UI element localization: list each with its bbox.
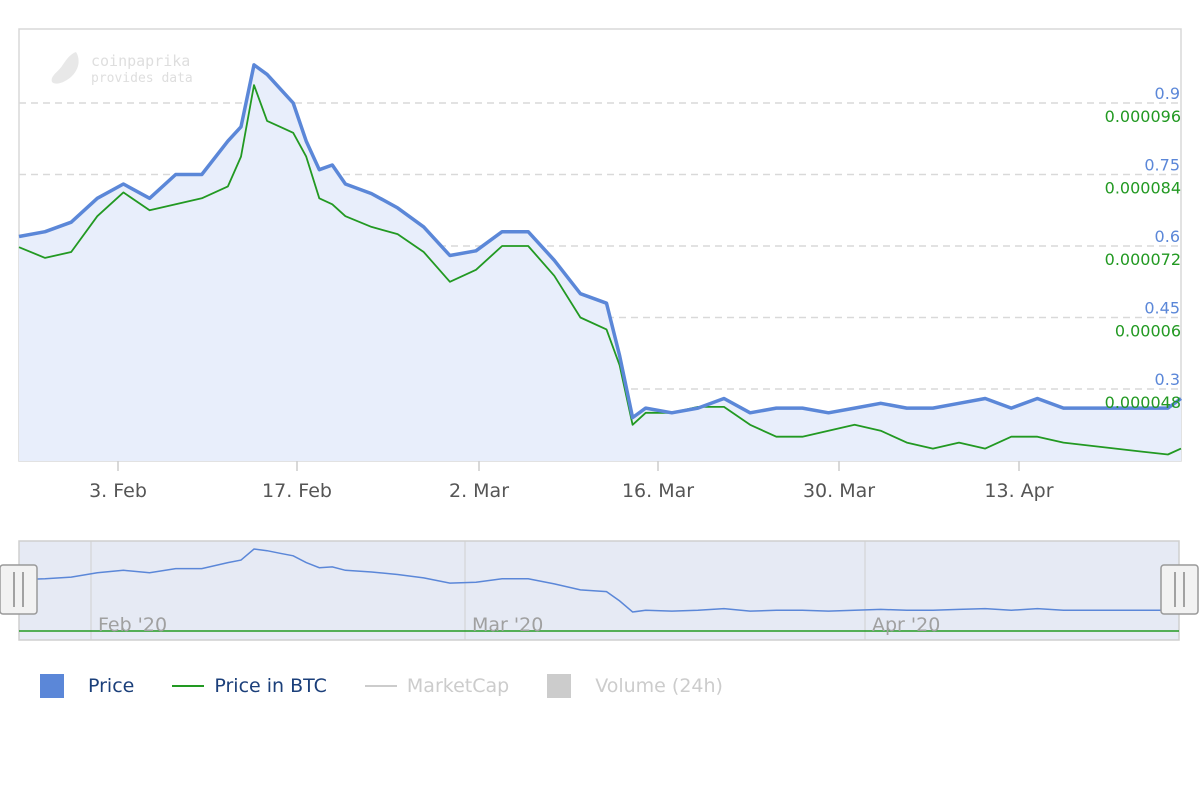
- y-right-tick-label: 0.000072: [1105, 250, 1181, 269]
- watermark: coinpaprika provides data: [51, 52, 193, 86]
- navigator-line-price: [18, 548, 1182, 613]
- watermark-brand: coinpaprika: [91, 52, 190, 70]
- legend-label-volume: Volume (24h): [595, 675, 723, 697]
- legend: Price Price in BTC MarketCap Volume (24h…: [40, 668, 761, 704]
- legend-label-price: Price: [88, 675, 135, 697]
- x-tick-label: 16. Mar: [622, 480, 694, 502]
- x-tick-label: 3. Feb: [89, 480, 147, 502]
- navigator-grid: [90, 541, 866, 640]
- price-area-fill: [19, 64, 1181, 462]
- navigator-label: Feb '20: [98, 614, 167, 636]
- y-left-tick-label: 0.45: [1144, 299, 1180, 318]
- x-tick-label: 13. Apr: [984, 480, 1053, 502]
- legend-item-volume[interactable]: Volume (24h): [547, 674, 723, 698]
- y-right-tick-label: 0.000048: [1105, 393, 1181, 412]
- legend-label-marketcap: MarketCap: [406, 675, 510, 697]
- x-axis: 3. Feb 17. Feb 2. Mar 16. Mar 30. Mar 13. Apr: [89, 461, 1054, 502]
- y-left-tick-label: 0.3: [1155, 370, 1180, 389]
- pepper-icon: [51, 52, 79, 84]
- x-tick-label: 30. Mar: [803, 480, 875, 502]
- watermark-tagline: provides data: [91, 71, 193, 86]
- legend-swatch-price: [40, 674, 64, 698]
- x-tick-label: 17. Feb: [262, 480, 332, 502]
- legend-swatch-price-btc: [172, 685, 205, 687]
- y-right-tick-label: 0.000096: [1105, 107, 1181, 126]
- navigator-handle-left[interactable]: [0, 564, 38, 615]
- legend-item-price[interactable]: Price: [40, 674, 134, 698]
- series-line-price-in-btc: [18, 84, 1182, 456]
- navigator-series: [18, 548, 1182, 632]
- price-area: [19, 64, 1181, 462]
- legend-swatch-marketcap: [364, 685, 397, 687]
- chart: coinpaprika provides data 0.9 0.75 0.6 0.45…: [0, 28, 1199, 641]
- legend-item-marketcap[interactable]: MarketCap: [364, 675, 510, 697]
- legend-swatch-volume: [547, 674, 572, 698]
- series-lines: [18, 63, 1183, 456]
- x-tick-label: 2. Mar: [449, 480, 509, 502]
- y-left-tick-label: 0.75: [1144, 156, 1180, 175]
- y-left-tick-label: 0.9: [1155, 84, 1180, 103]
- y-right-tick-label: 0.000084: [1105, 179, 1181, 198]
- navigator-label: Apr '20: [872, 614, 940, 636]
- navigator[interactable]: Feb '20 Mar '20 Apr '20: [0, 540, 1199, 641]
- y-right-tick-label: 0.00006: [1115, 322, 1181, 341]
- y-left-tick-label: 0.6: [1155, 227, 1180, 246]
- navigator-label: Mar '20: [472, 614, 543, 636]
- legend-label-price-btc: Price in BTC: [214, 675, 327, 697]
- y-axis-labels: 0.9 0.75 0.6 0.45 0.3 0.000096 0.000084 0.00007…: [1105, 84, 1181, 412]
- series-line-price: [18, 63, 1183, 420]
- legend-item-price-btc[interactable]: Price in BTC: [172, 675, 327, 697]
- navigator-labels: Feb '20 Mar '20 Apr '20: [98, 614, 940, 636]
- navigator-handle-right[interactable]: [1160, 564, 1199, 615]
